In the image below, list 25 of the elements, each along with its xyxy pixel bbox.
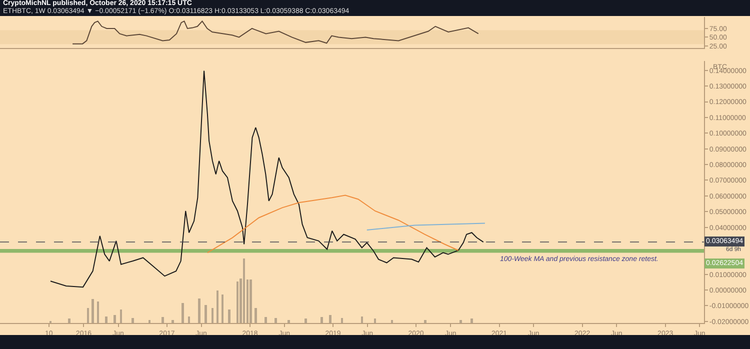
bar bbox=[198, 298, 200, 323]
bar bbox=[320, 317, 323, 323]
bar bbox=[250, 280, 252, 323]
bar bbox=[68, 318, 71, 323]
line-series bbox=[50, 70, 484, 288]
bar bbox=[172, 320, 174, 323]
bar bbox=[132, 318, 134, 323]
bar bbox=[92, 299, 94, 323]
bar bbox=[105, 316, 108, 323]
bar bbox=[424, 320, 426, 323]
bar bbox=[304, 318, 307, 323]
bar bbox=[470, 318, 473, 323]
bar bbox=[329, 315, 332, 323]
line-series bbox=[72, 20, 479, 44]
bar bbox=[162, 317, 164, 323]
bar bbox=[114, 315, 116, 323]
bar bbox=[264, 317, 267, 323]
line-series bbox=[206, 194, 459, 254]
bar bbox=[182, 302, 184, 323]
bar bbox=[228, 309, 230, 323]
bar bbox=[460, 320, 462, 323]
bar bbox=[274, 318, 277, 323]
bar bbox=[254, 308, 257, 323]
bar bbox=[288, 320, 290, 323]
bar bbox=[204, 304, 207, 323]
